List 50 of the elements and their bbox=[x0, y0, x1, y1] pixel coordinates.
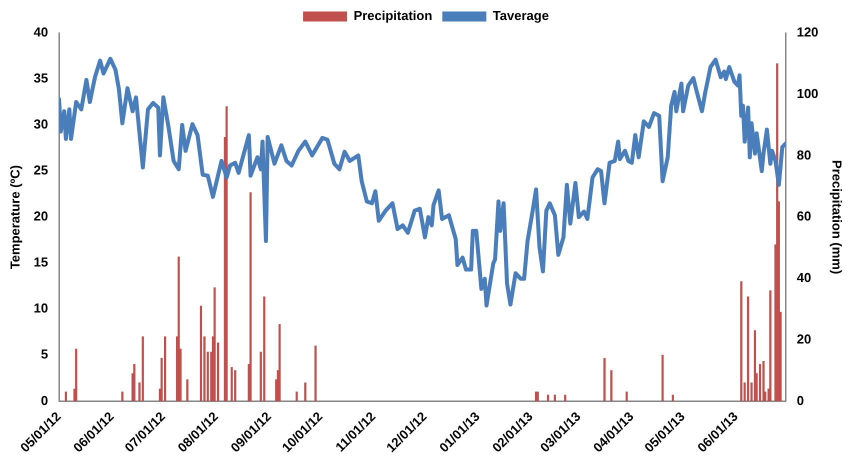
bar bbox=[610, 370, 612, 402]
bar bbox=[263, 296, 266, 402]
bar bbox=[546, 394, 550, 402]
y2-axis-title: Precipitation (mm) bbox=[830, 160, 845, 274]
bar bbox=[75, 348, 78, 402]
bar bbox=[672, 394, 674, 402]
legend-label: Taverage bbox=[492, 8, 549, 24]
y2-tick-label: 120 bbox=[796, 24, 818, 40]
y2-tick-label: 20 bbox=[796, 331, 812, 346]
y2-tick-label: 40 bbox=[796, 270, 812, 286]
bar bbox=[626, 392, 628, 402]
y-tick-label: 40 bbox=[34, 24, 48, 40]
y2-tick-label: 60 bbox=[796, 208, 812, 224]
bar bbox=[740, 281, 742, 402]
bar bbox=[554, 394, 556, 402]
y-tick-label: 15 bbox=[34, 254, 48, 270]
legend-label: Precipitation bbox=[354, 8, 432, 24]
bar bbox=[200, 306, 202, 402]
bar bbox=[296, 392, 298, 402]
y-axis-title: Temperature (ºC) bbox=[7, 164, 22, 270]
bar bbox=[164, 336, 166, 402]
y-tick-label: 20 bbox=[34, 208, 48, 224]
bar bbox=[64, 392, 67, 402]
y-tick-label: 10 bbox=[34, 300, 48, 316]
bar bbox=[121, 392, 124, 402]
y-tick-label: 25 bbox=[34, 162, 48, 178]
bar bbox=[186, 379, 188, 402]
bar bbox=[769, 290, 772, 402]
y2-tick-label: 0 bbox=[796, 392, 804, 408]
y-tick-label: 0 bbox=[40, 392, 48, 408]
bar bbox=[758, 364, 762, 402]
bar bbox=[178, 256, 180, 402]
y-tick-label: 35 bbox=[34, 70, 48, 86]
bar bbox=[314, 346, 317, 402]
bar bbox=[133, 364, 136, 402]
y-tick-label: 30 bbox=[34, 116, 48, 132]
bar bbox=[142, 336, 144, 402]
bar bbox=[249, 192, 252, 402]
y2-tick-label: 80 bbox=[796, 147, 812, 162]
bar bbox=[603, 358, 606, 402]
y2-tick-label: 100 bbox=[796, 86, 818, 101]
bar bbox=[304, 382, 306, 402]
bar bbox=[278, 324, 281, 402]
bar bbox=[662, 354, 664, 402]
bar bbox=[214, 287, 216, 402]
bar bbox=[564, 394, 566, 402]
bar bbox=[234, 370, 236, 402]
y-tick-label: 5 bbox=[40, 346, 48, 362]
bar bbox=[747, 296, 750, 402]
bar bbox=[230, 367, 233, 402]
